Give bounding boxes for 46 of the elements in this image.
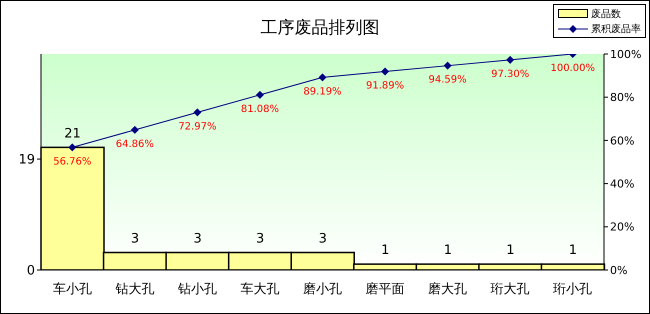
data-label: 64.86%: [116, 138, 154, 150]
x-tick-label: 钻大孔: [114, 282, 154, 298]
legend-label: 废品数: [591, 8, 621, 20]
data-label: 89.19%: [303, 86, 342, 98]
x-tick-label: 珩大孔: [490, 282, 530, 298]
data-label: 1: [381, 243, 390, 258]
y2-tick-label: 0%: [610, 264, 628, 277]
y2-tick-label: 40%: [610, 178, 634, 191]
y2-tick-label: 20%: [610, 220, 634, 234]
point: [506, 56, 514, 64]
data-label: 100.00%: [550, 63, 595, 74]
data-label: 3: [130, 231, 140, 246]
x-tick-label: 磨平面: [366, 282, 405, 298]
data-label: 56.76%: [53, 156, 92, 168]
chart-title: 工序废品排列图: [260, 18, 380, 38]
data-label: 3: [318, 231, 327, 246]
data-label: 1: [506, 243, 515, 258]
point: [68, 143, 76, 152]
x-tick-label: 珩小孔: [553, 282, 592, 298]
data-label: 81.08%: [240, 104, 280, 115]
point: [130, 126, 139, 134]
x-tick-label: 磨大孔: [428, 282, 468, 298]
data-label: 72.97%: [178, 121, 216, 132]
x-tick-label: 磨小孔: [303, 282, 342, 298]
data-label: 97.30%: [491, 68, 530, 80]
legend-label: 累积废品率: [591, 22, 641, 36]
point: [318, 73, 326, 82]
data-label: 1: [444, 243, 452, 258]
data-label: 94.59%: [428, 74, 467, 86]
point: [193, 108, 202, 116]
data-label: 3: [193, 231, 202, 246]
y2-tick-label: 80%: [610, 91, 634, 104]
data-label: 1: [568, 243, 578, 258]
y-tick-label: 0: [26, 264, 35, 279]
x-tick-label: 钻小孔: [176, 282, 217, 298]
point: [381, 68, 390, 76]
y2-tick-label: 100%: [610, 48, 642, 61]
x-tick-label: 车小孔: [52, 282, 92, 298]
y2-tick-label: 60%: [610, 134, 634, 148]
x-tick-label: 车大孔: [240, 282, 280, 298]
point: [256, 90, 264, 99]
data-label: 91.89%: [366, 80, 404, 92]
data-label: 3: [256, 231, 264, 246]
y-tick-label: 19: [18, 152, 35, 168]
point: [444, 62, 452, 70]
data-label: 21: [64, 126, 81, 142]
